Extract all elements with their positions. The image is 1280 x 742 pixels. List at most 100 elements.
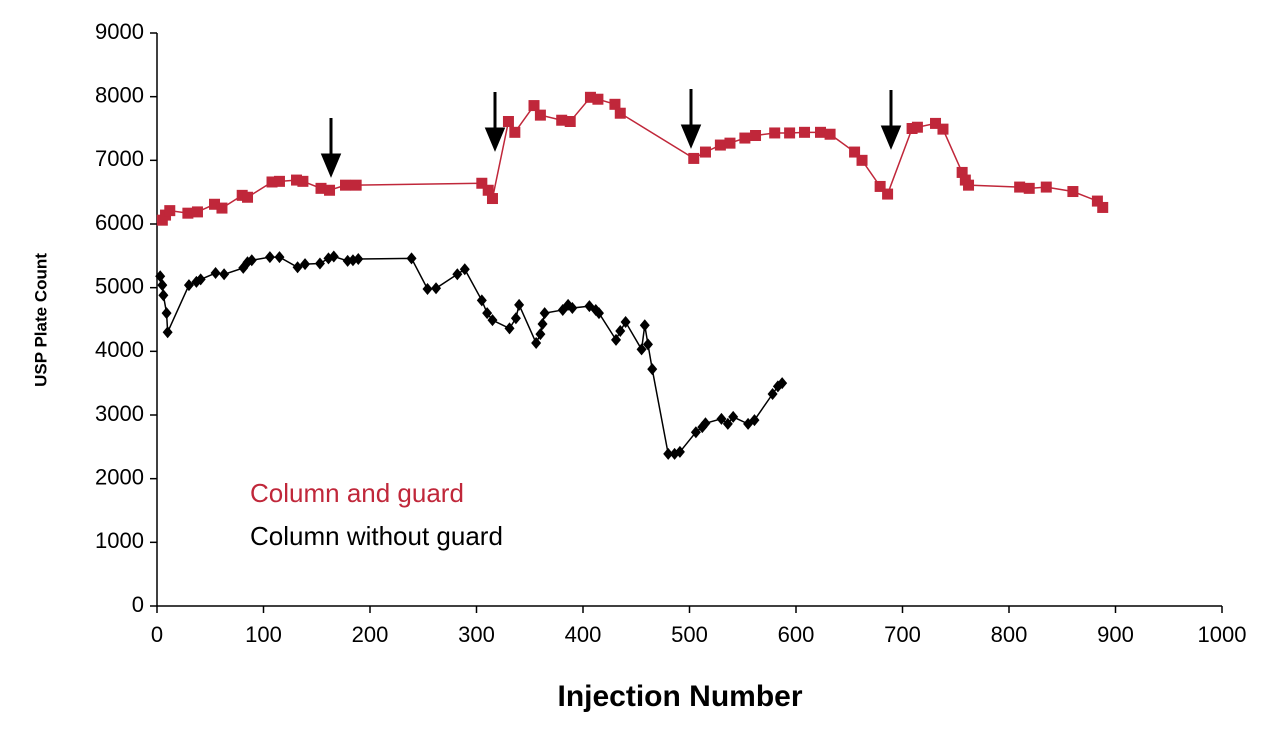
marker xyxy=(191,206,203,218)
marker xyxy=(510,312,521,325)
marker xyxy=(567,302,578,315)
marker xyxy=(722,417,733,430)
marker xyxy=(537,317,548,330)
marker xyxy=(700,417,711,430)
y-tick-label: 4000 xyxy=(95,337,144,362)
y-tick-label: 3000 xyxy=(95,401,144,426)
marker xyxy=(739,132,751,144)
marker xyxy=(314,257,325,270)
y-tick-label: 5000 xyxy=(95,273,144,298)
x-tick-label: 800 xyxy=(991,622,1028,647)
marker xyxy=(487,314,498,327)
marker xyxy=(856,154,868,166)
marker xyxy=(963,179,975,191)
arrows xyxy=(320,89,902,178)
marker xyxy=(340,179,352,191)
marker xyxy=(688,152,700,164)
y-axis-label: USP Plate Count xyxy=(31,253,50,387)
marker xyxy=(539,307,550,320)
marker xyxy=(486,193,498,205)
marker xyxy=(728,410,739,423)
marker xyxy=(647,363,658,376)
x-tick-label: 100 xyxy=(245,622,282,647)
marker xyxy=(911,121,923,133)
marker xyxy=(264,251,275,264)
marker xyxy=(291,174,303,186)
marker xyxy=(182,207,194,219)
marker xyxy=(162,326,173,339)
marker xyxy=(324,184,336,196)
marker xyxy=(534,109,546,121)
x-tick-label: 700 xyxy=(884,622,921,647)
marker xyxy=(216,202,228,214)
marker xyxy=(1097,201,1109,213)
x-tick-label: 0 xyxy=(151,622,163,647)
arrow-head xyxy=(484,127,506,152)
marker xyxy=(674,445,685,458)
marker xyxy=(930,117,942,129)
marker xyxy=(531,337,542,350)
marker xyxy=(328,250,339,263)
y-tick-label: 7000 xyxy=(95,146,144,171)
marker xyxy=(246,254,257,267)
marker xyxy=(642,338,653,351)
marker xyxy=(155,270,166,283)
x-tick-label: 300 xyxy=(458,622,495,647)
marker xyxy=(315,182,327,194)
marker xyxy=(1014,181,1026,193)
marker xyxy=(482,307,493,320)
x-tick-label: 500 xyxy=(671,622,708,647)
series-line xyxy=(161,96,1104,221)
marker xyxy=(556,114,568,126)
marker xyxy=(300,258,311,271)
marker xyxy=(690,426,701,439)
marker xyxy=(161,307,172,320)
marker xyxy=(769,127,781,139)
marker xyxy=(714,139,726,151)
series-line xyxy=(159,255,783,455)
marker xyxy=(406,252,417,265)
marker xyxy=(611,333,622,346)
y-tick-label: 8000 xyxy=(95,82,144,107)
y-tick-label: 2000 xyxy=(95,464,144,489)
marker xyxy=(476,177,488,189)
marker xyxy=(1067,186,1079,198)
marker xyxy=(157,279,168,292)
marker xyxy=(242,191,254,203)
marker xyxy=(615,324,626,337)
marker xyxy=(956,166,968,178)
marker xyxy=(476,294,487,307)
marker xyxy=(824,128,836,140)
x-axis-label: Injection Number xyxy=(557,680,802,713)
marker xyxy=(609,98,621,110)
marker xyxy=(195,273,206,286)
marker xyxy=(183,279,194,292)
marker xyxy=(593,307,604,320)
marker xyxy=(1040,181,1052,193)
marker xyxy=(767,387,778,400)
marker xyxy=(158,289,169,302)
marker xyxy=(799,126,811,138)
marker xyxy=(663,447,674,460)
marker xyxy=(882,188,894,200)
marker xyxy=(849,146,861,158)
marker xyxy=(535,328,546,341)
marker xyxy=(614,107,626,119)
marker xyxy=(273,175,285,187)
marker xyxy=(353,253,364,266)
marker xyxy=(209,198,221,210)
marker xyxy=(219,268,230,281)
marker xyxy=(749,414,760,427)
marker xyxy=(452,268,463,281)
x-tick-label: 200 xyxy=(352,622,389,647)
marker xyxy=(724,137,736,149)
marker xyxy=(502,115,514,127)
marker xyxy=(592,93,604,105)
marker xyxy=(784,127,796,139)
marker xyxy=(164,205,176,217)
marker xyxy=(459,263,470,276)
marker xyxy=(639,319,650,332)
y-tick-label: 9000 xyxy=(95,19,144,44)
